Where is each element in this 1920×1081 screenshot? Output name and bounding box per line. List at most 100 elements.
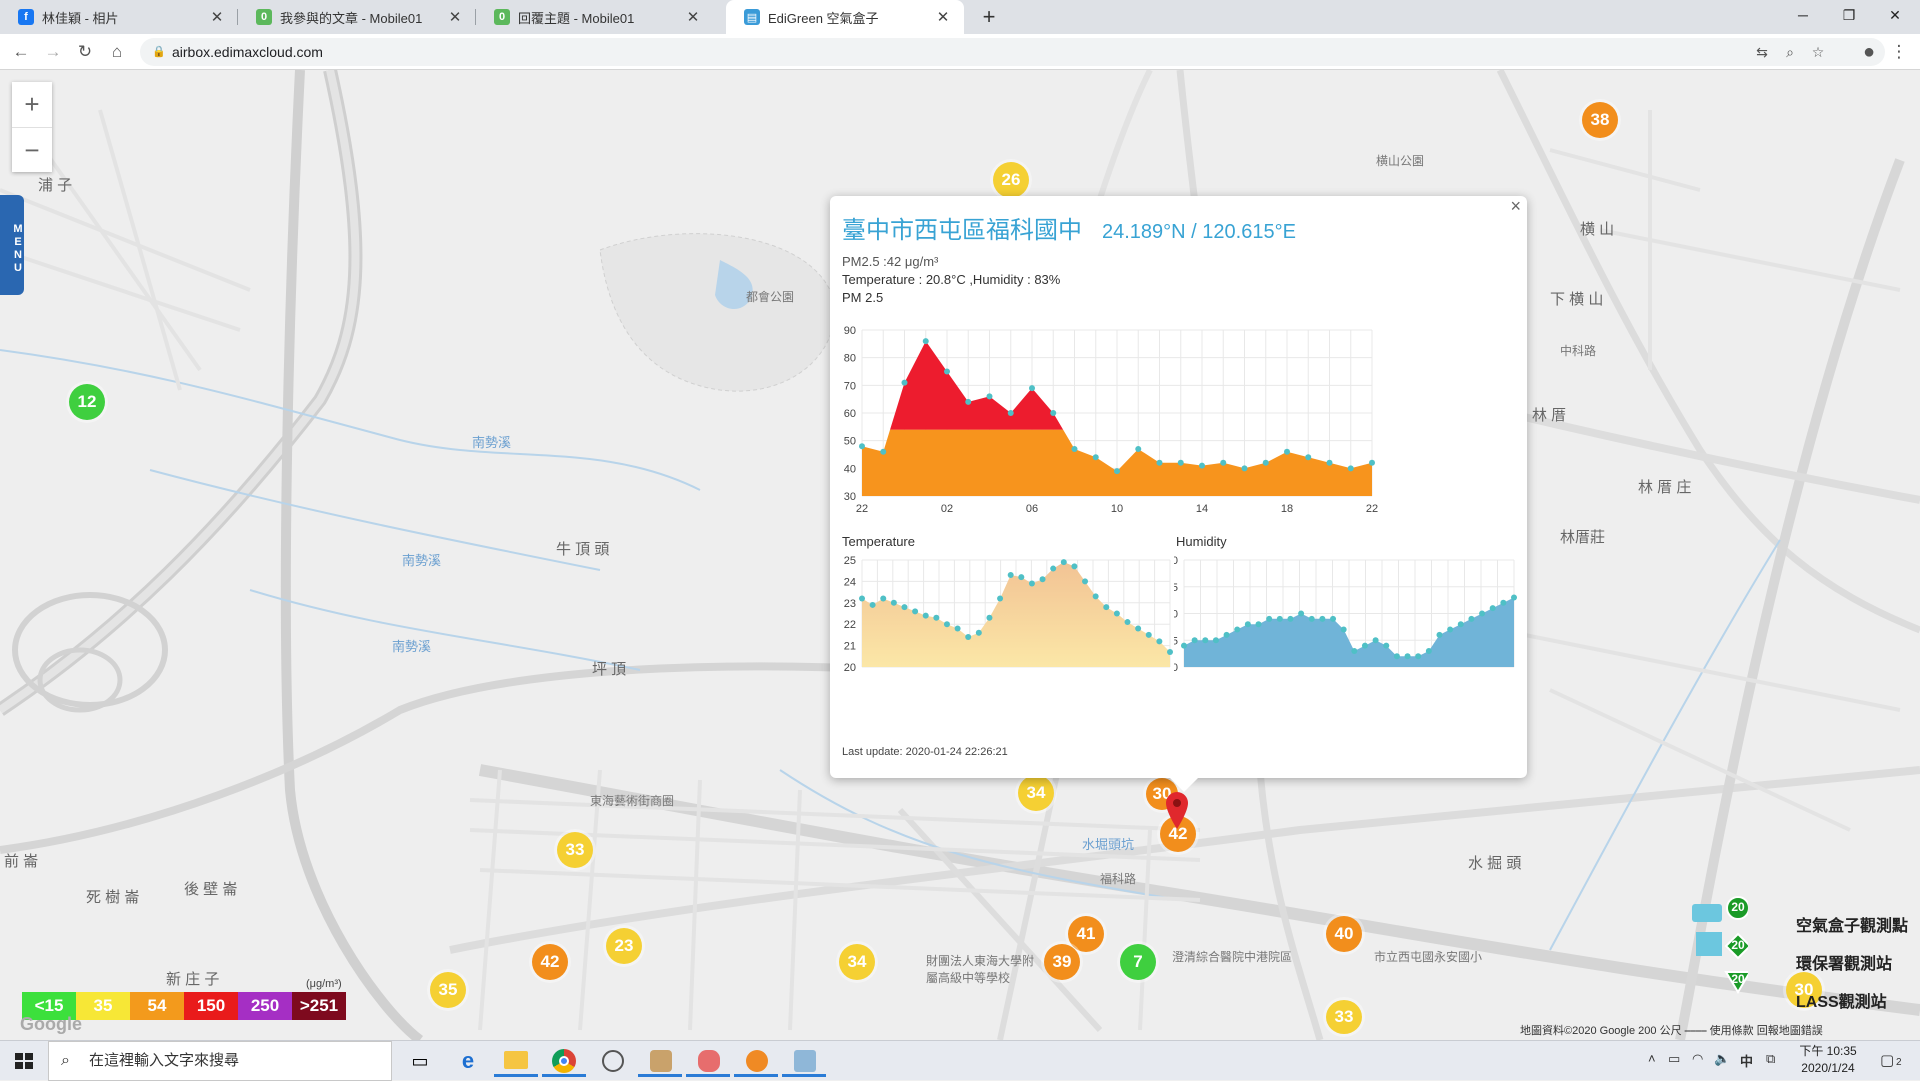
y-tick-label: 60: [844, 408, 856, 420]
ime-indicator[interactable]: 中: [1740, 1054, 1754, 1069]
map-roads: [0, 70, 1920, 1040]
legend-item: >251: [292, 992, 346, 1020]
zoom-in-button[interactable]: +: [24, 89, 40, 119]
tab-facebook[interactable]: f 林佳穎 - 相片 ✕: [0, 0, 238, 34]
airbox-marker[interactable]: 41: [1068, 916, 1104, 952]
tab-close-icon[interactable]: ✕: [448, 9, 462, 26]
airbox-marker[interactable]: 40: [1326, 916, 1362, 952]
app-icon[interactable]: [686, 1045, 730, 1077]
airbox-station-icon: [1692, 904, 1722, 922]
data-point: [1135, 445, 1142, 452]
lock-icon[interactable]: 🔒: [152, 46, 166, 58]
airbox-marker[interactable]: 42: [1160, 816, 1196, 852]
new-tab-button[interactable]: +: [982, 4, 996, 29]
station-label-airbox: 空氣盒子觀測點: [1796, 918, 1909, 935]
app-icon[interactable]: [638, 1045, 682, 1077]
location-pin-icon[interactable]: [1164, 790, 1190, 830]
map-attribution[interactable]: 地圖資料©2020 Google 200 公尺 ⎯⎯⎯⎯ 使用條款 回報地圖錯誤: [1520, 1025, 1823, 1037]
data-point: [1007, 410, 1014, 416]
forward-icon[interactable]: →: [44, 42, 62, 61]
humidity-chart: 70 75 80 85 90: [1174, 555, 1517, 674]
legend-item: 54: [130, 992, 184, 1020]
edge-icon[interactable]: e: [461, 1048, 475, 1073]
airbox-marker[interactable]: 35: [430, 972, 466, 1008]
task-view-icon[interactable]: ▭: [411, 1051, 429, 1071]
data-point: [1223, 631, 1230, 638]
mobile01-icon: 0: [494, 9, 510, 25]
data-point: [1113, 610, 1120, 617]
url-text: airbox.edimaxcloud.com: [172, 44, 323, 60]
tab-mobile01-articles[interactable]: 0 我參與的文章 - Mobile01 ✕: [238, 0, 476, 34]
app-icon[interactable]: [590, 1045, 634, 1077]
data-point: [1369, 459, 1375, 466]
restore-button[interactable]: ❐: [1842, 7, 1856, 23]
airbox-marker[interactable]: 26: [993, 162, 1029, 198]
airbox-marker[interactable]: 33: [557, 832, 593, 868]
profile-icon[interactable]: ●: [1862, 41, 1876, 63]
data-point: [1103, 604, 1110, 611]
tab-close-icon[interactable]: ✕: [210, 9, 224, 26]
airbox-marker[interactable]: 33: [1326, 1000, 1362, 1034]
airbox-marker[interactable]: 34: [839, 944, 875, 980]
battery-icon[interactable]: ▭: [1668, 1051, 1681, 1066]
lass-cluster-icon: [1724, 971, 1748, 994]
menu-dots-icon[interactable]: ⋮: [1890, 42, 1908, 61]
data-point: [1124, 619, 1131, 626]
tab-edigreen[interactable]: ▤ EdiGreen 空氣盒子 ✕: [726, 0, 964, 34]
browser-toolbar: ← → ↻ ⌂ 🔒 airbox.edimaxcloud.com ⇆ ⌕ ☆ ●…: [0, 34, 1920, 70]
map-label: 市立西屯國永安國小: [1374, 950, 1483, 964]
airbox-marker[interactable]: 39: [1044, 944, 1080, 980]
data-point: [1468, 615, 1475, 622]
wifi-icon[interactable]: ◠: [1692, 1051, 1704, 1066]
tab-mobile01-reply[interactable]: 0 回覆主題 - Mobile01 ✕: [476, 0, 714, 34]
close-popup-button[interactable]: ×: [1510, 196, 1521, 216]
data-point: [1114, 468, 1120, 475]
airbox-marker[interactable]: 38: [1582, 102, 1618, 138]
airbox-marker[interactable]: 23: [606, 928, 642, 964]
tab-close-icon[interactable]: ✕: [686, 9, 700, 26]
volume-icon[interactable]: 🔈: [1714, 1051, 1731, 1066]
airbox-marker[interactable]: 34: [1018, 775, 1054, 811]
windows-start-icon[interactable]: [0, 1041, 48, 1081]
airbox-marker[interactable]: 12: [69, 384, 105, 420]
notification-icon[interactable]: ▢: [1880, 1052, 1895, 1069]
minimize-button[interactable]: ─: [1798, 7, 1808, 23]
humidity-chart-label: Humidity: [1176, 534, 1227, 549]
back-icon[interactable]: ←: [12, 42, 30, 61]
chrome-icon[interactable]: [542, 1045, 586, 1077]
zoom-icon[interactable]: ⌕: [1786, 44, 1794, 60]
file-explorer-icon[interactable]: [494, 1045, 538, 1077]
reload-icon[interactable]: ↻: [77, 42, 93, 61]
data-point: [880, 595, 887, 602]
menu-tab-button[interactable]: MENU: [0, 195, 24, 295]
tray-chevron-icon[interactable]: ˄: [1648, 1051, 1656, 1066]
airbox-marker[interactable]: 30: [1786, 972, 1822, 1008]
bookmark-star-icon[interactable]: ☆: [1811, 44, 1825, 60]
taskbar-clock[interactable]: 下午 10:35 2020/1/24: [1790, 1043, 1866, 1077]
station-count: 20: [1731, 972, 1745, 986]
map-canvas[interactable]: 浦 子 牛 頂 頭 坪 頂 横 山 下 横 山 林 厝 林 厝 庄 林厝莊 水 …: [0, 70, 1920, 1040]
desktop-icon[interactable]: ⧉: [1766, 1051, 1776, 1066]
map-label: 後 壁 崙: [184, 881, 238, 898]
app-icon[interactable]: [734, 1045, 778, 1077]
data-point: [1050, 565, 1057, 572]
airbox-marker[interactable]: 7: [1120, 944, 1156, 980]
app-icon[interactable]: [782, 1045, 826, 1077]
taskbar-search-input[interactable]: ⌕ 在這裡輸入文字來搜尋: [48, 1041, 392, 1081]
airbox-marker[interactable]: 42: [532, 944, 568, 980]
aqi-legend: <15 35 54 150 250 >251: [22, 992, 346, 1020]
close-window-button[interactable]: ✕: [1889, 7, 1901, 23]
x-tick-label: 14: [1196, 503, 1208, 515]
data-point: [1298, 610, 1305, 617]
home-icon[interactable]: ⌂: [111, 42, 123, 61]
zoom-out-button[interactable]: −: [12, 127, 52, 172]
data-point: [965, 398, 972, 405]
airbox-cluster-icon: [1726, 896, 1748, 920]
data-point: [901, 379, 908, 386]
translate-icon[interactable]: ⇆: [1756, 44, 1768, 60]
tab-close-icon[interactable]: ✕: [936, 9, 950, 26]
address-bar[interactable]: 🔒 airbox.edimaxcloud.com ⇆ ⌕ ☆: [140, 38, 1885, 66]
temperature-chart: 20 21 22 23 24 25: [844, 555, 1173, 674]
y-tick-label: 90: [844, 325, 856, 337]
data-point: [912, 608, 919, 615]
